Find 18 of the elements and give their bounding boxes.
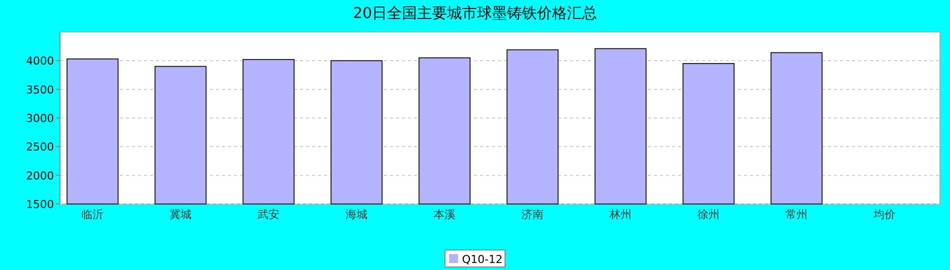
x-tick-label: 冀城 <box>170 208 192 221</box>
x-tick-label: 徐州 <box>698 208 720 221</box>
y-tick-label: 1500 <box>26 198 54 211</box>
x-tick-label: 海城 <box>346 208 368 221</box>
y-tick-label: 2500 <box>26 140 54 154</box>
y-tick-label: 4000 <box>26 54 54 68</box>
x-tick-label: 均价 <box>872 208 896 221</box>
x-tick-label: 林州 <box>608 208 632 221</box>
x-tick-label: 济南 <box>522 208 544 221</box>
y-tick-label: 3500 <box>26 83 54 96</box>
x-tick-label: 武安 <box>258 208 280 221</box>
x-tick-label: 本溪 <box>434 208 456 221</box>
y-tick-label: 2000 <box>26 169 54 182</box>
chart-title: 20日全国主要城市球墨铸铁价格汇总 <box>352 4 598 22</box>
x-tick-label: 常州 <box>786 208 808 221</box>
legend-label: Q10-12 <box>462 253 503 266</box>
x-tick-label: 临沂 <box>82 208 104 221</box>
y-tick-label: 3000 <box>26 112 54 125</box>
